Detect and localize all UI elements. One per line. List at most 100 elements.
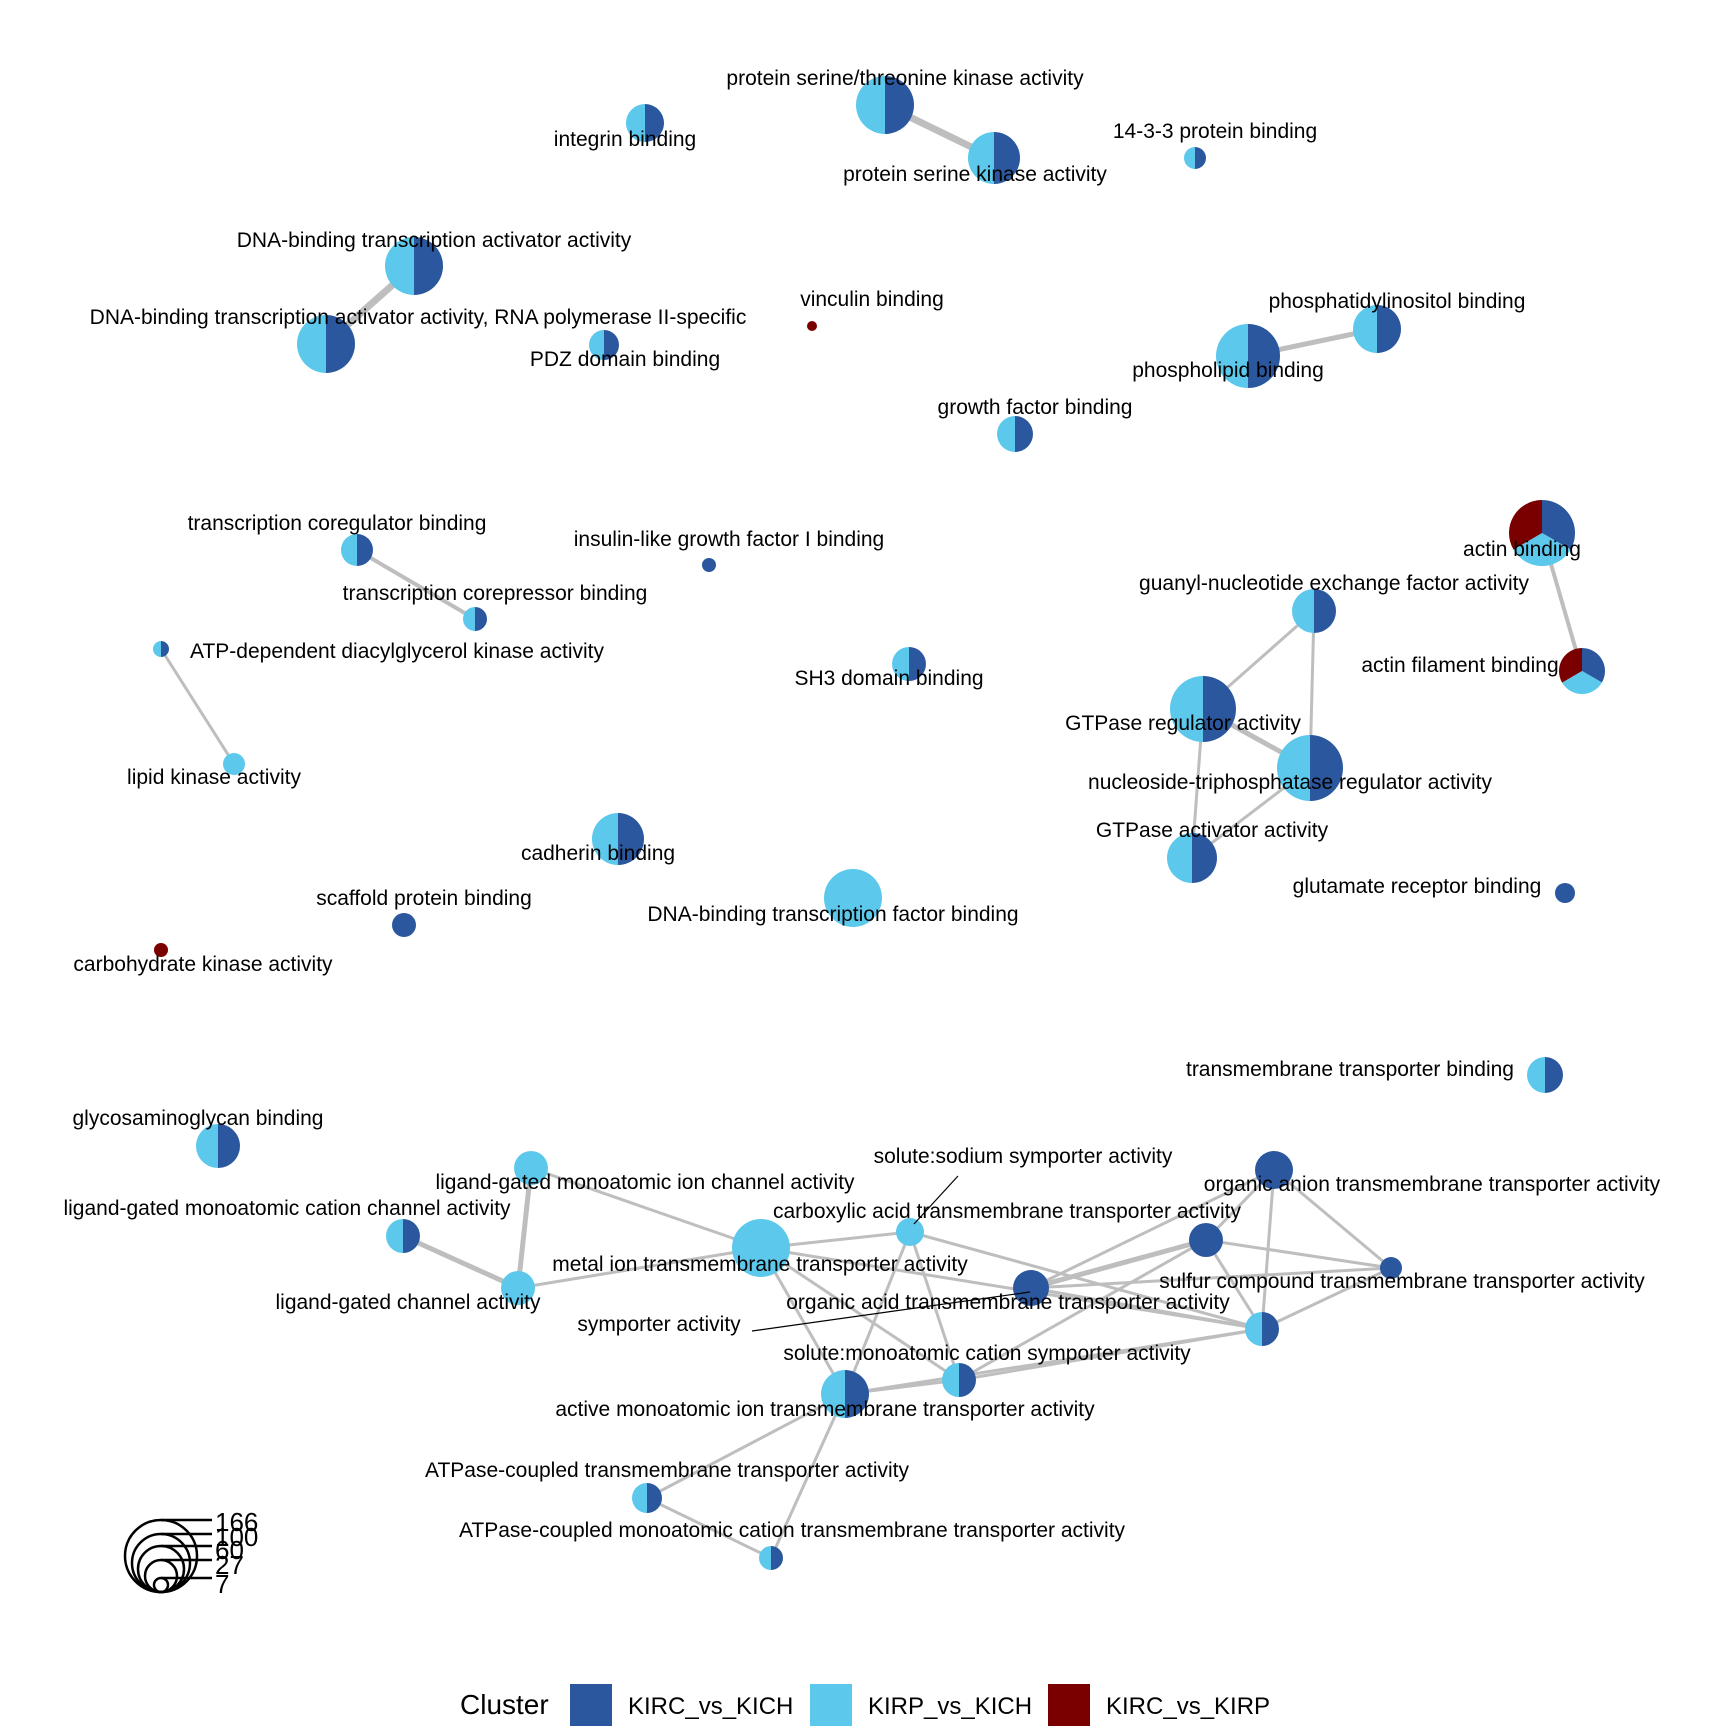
pie-slice bbox=[414, 237, 443, 295]
edge-n38-n36 bbox=[517, 1246, 762, 1290]
pie-slice bbox=[968, 132, 994, 184]
pie-slice bbox=[514, 1151, 548, 1185]
node-n33 bbox=[514, 1151, 548, 1185]
node-n28 bbox=[154, 943, 168, 957]
node-n30 bbox=[196, 1124, 240, 1168]
edge-n40-n37 bbox=[1261, 1266, 1392, 1331]
pie-slice bbox=[1545, 1057, 1563, 1093]
pie-slice bbox=[341, 534, 357, 566]
pie-slice bbox=[1262, 1312, 1279, 1346]
node-label-n42: active monoatomic ion transmembrane tran… bbox=[555, 1398, 1095, 1421]
edge-n35-n41 bbox=[958, 1238, 1207, 1382]
pie-slice bbox=[1277, 735, 1310, 801]
edge-n33-n38 bbox=[515, 1167, 534, 1289]
edge-n40-n39 bbox=[1030, 1286, 1263, 1331]
node-n34 bbox=[386, 1219, 420, 1253]
size-legend-circle bbox=[143, 1558, 179, 1594]
pie-slice bbox=[223, 753, 245, 775]
edge-n12-n13 bbox=[355, 548, 477, 621]
node-label-n11: growth factor binding bbox=[938, 396, 1133, 419]
node-label-n28: carbohydrate kinase activity bbox=[73, 953, 333, 976]
node-n23 bbox=[1167, 833, 1217, 883]
pie-slice bbox=[1170, 676, 1203, 742]
node-n18 bbox=[153, 641, 169, 657]
pie-slice bbox=[885, 76, 914, 134]
node-n36 bbox=[732, 1219, 790, 1277]
node-label-n38: ligand-gated channel activity bbox=[275, 1291, 541, 1314]
node-n2 bbox=[968, 132, 1020, 184]
edges-layer bbox=[159, 101, 1584, 1560]
pie-slice bbox=[647, 1483, 662, 1513]
pie-slice bbox=[218, 1124, 240, 1168]
node-label-n27: DNA-binding transcription factor binding bbox=[647, 903, 1018, 926]
pie-slice bbox=[403, 1219, 420, 1253]
label-leader bbox=[751, 1291, 1031, 1332]
node-n25 bbox=[1555, 883, 1575, 903]
node-n13 bbox=[463, 607, 487, 631]
node-label-n1: protein serine/threonine kinase activity bbox=[726, 67, 1084, 90]
node-label-n17: guanyl-nucleotide exchange factor activi… bbox=[1139, 572, 1529, 595]
node-label-n3: integrin binding bbox=[554, 128, 696, 151]
edge-n40-n35 bbox=[1204, 1239, 1264, 1330]
pie-slice bbox=[386, 1219, 403, 1253]
legend-label: KIRP_vs_KICH bbox=[868, 1693, 1032, 1720]
legend-swatch bbox=[570, 1684, 612, 1726]
pie-slice bbox=[196, 1124, 218, 1168]
pie-slice bbox=[1245, 1312, 1262, 1346]
node-n20 bbox=[1170, 676, 1236, 742]
pie-slice bbox=[604, 330, 619, 360]
node-label-n8: vinculin binding bbox=[800, 288, 944, 311]
pie-slice bbox=[896, 1218, 924, 1246]
pie-slice bbox=[589, 330, 604, 360]
pie-slice bbox=[1513, 533, 1571, 567]
pie-slice bbox=[626, 104, 645, 142]
node-label-n2: protein serine kinase activity bbox=[843, 163, 1107, 186]
node-n35 bbox=[1189, 1223, 1223, 1257]
size-legend-label: 100 bbox=[215, 1522, 258, 1552]
node-n19 bbox=[892, 647, 926, 681]
node-label-n34: ligand-gated monoatomic cation channel a… bbox=[63, 1197, 511, 1220]
pie-slice bbox=[1562, 671, 1602, 694]
pie-slice bbox=[161, 641, 169, 657]
node-n5 bbox=[385, 237, 443, 295]
pie-slice bbox=[997, 416, 1015, 452]
color-legend: Cluster KIRC_vs_KICH KIRP_vs_KICH KIRC_vs_… bbox=[460, 1684, 1270, 1726]
node-n39 bbox=[1013, 1270, 1049, 1306]
pie-slice bbox=[618, 813, 644, 865]
node-n12 bbox=[341, 534, 373, 566]
node-n38 bbox=[501, 1271, 535, 1305]
pie-slice bbox=[732, 1219, 790, 1277]
edge-n32-n37 bbox=[1273, 1168, 1392, 1270]
node-n40 bbox=[1245, 1312, 1279, 1346]
labels-layer: protein serine/threonine kinase activity… bbox=[63, 67, 1660, 1542]
pie-slice bbox=[807, 321, 817, 331]
node-label-n44: ATPase-coupled monoatomic cation transme… bbox=[459, 1519, 1126, 1542]
pie-slice bbox=[1184, 147, 1195, 169]
pie-slice bbox=[632, 1483, 647, 1513]
node-label-n12: transcription coregulator binding bbox=[188, 512, 487, 535]
pie-slice bbox=[856, 76, 885, 134]
size-legend-circle bbox=[152, 1576, 170, 1594]
edge-n35-n39 bbox=[1030, 1237, 1207, 1291]
node-label-n43: ATPase-coupled transmembrane transporter… bbox=[425, 1459, 909, 1482]
node-label-n31: solute:sodium symporter activity bbox=[874, 1145, 1173, 1168]
pie-slice bbox=[1527, 1057, 1545, 1093]
edge-n33-n36 bbox=[530, 1166, 762, 1250]
node-n6 bbox=[297, 315, 355, 373]
node-n17 bbox=[1292, 589, 1336, 633]
edge-n36-n41 bbox=[760, 1246, 960, 1382]
node-n21 bbox=[1277, 735, 1343, 801]
pie-slice bbox=[771, 1546, 783, 1570]
pie-slice bbox=[153, 641, 161, 657]
node-label-n21: nucleoside-triphosphatase regulator acti… bbox=[1088, 771, 1492, 794]
pie-slice bbox=[1508, 500, 1542, 550]
pie-slice bbox=[1542, 500, 1575, 550]
node-n43 bbox=[632, 1483, 662, 1513]
pie-slice bbox=[1559, 648, 1582, 683]
pie-slice bbox=[1582, 648, 1605, 683]
pie-slice bbox=[892, 647, 909, 681]
node-label-n23: GTPase activator activity bbox=[1096, 819, 1329, 842]
pie-slice bbox=[702, 558, 716, 572]
node-label-n39: organic acid transmembrane transporter a… bbox=[786, 1291, 1230, 1314]
